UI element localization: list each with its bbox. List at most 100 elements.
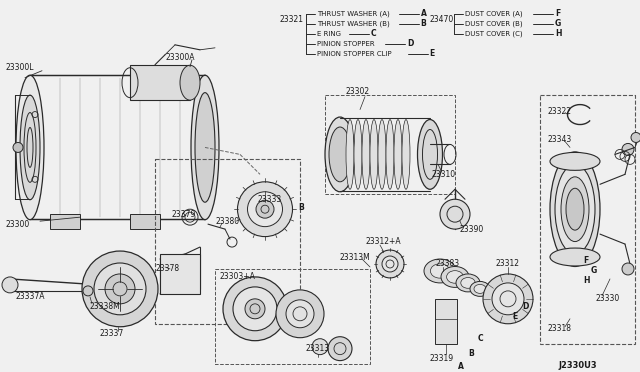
Text: THRUST WASHER (B): THRUST WASHER (B) — [317, 21, 390, 27]
Ellipse shape — [378, 119, 386, 189]
Ellipse shape — [430, 264, 450, 278]
Ellipse shape — [237, 182, 292, 237]
Text: 23318: 23318 — [548, 324, 572, 333]
Circle shape — [2, 277, 18, 293]
Text: 23338M: 23338M — [90, 302, 121, 311]
Ellipse shape — [461, 278, 476, 288]
Circle shape — [312, 339, 328, 355]
Bar — [325, 94, 455, 194]
Ellipse shape — [195, 93, 215, 202]
Text: D: D — [522, 302, 529, 311]
Text: C: C — [478, 334, 484, 343]
Text: 23312: 23312 — [495, 260, 519, 269]
Circle shape — [276, 290, 324, 338]
Text: F: F — [583, 257, 588, 266]
Text: 23378: 23378 — [155, 264, 179, 273]
Ellipse shape — [394, 119, 402, 189]
Ellipse shape — [386, 119, 394, 189]
Ellipse shape — [417, 119, 442, 189]
Ellipse shape — [470, 282, 490, 296]
Text: H: H — [555, 29, 561, 38]
Text: 23313M: 23313M — [340, 253, 371, 262]
Text: F: F — [555, 9, 560, 19]
Ellipse shape — [550, 248, 600, 266]
Ellipse shape — [325, 117, 355, 192]
Bar — [130, 214, 160, 229]
Ellipse shape — [447, 271, 463, 283]
Text: 23300L: 23300L — [5, 63, 33, 72]
Ellipse shape — [362, 119, 370, 189]
Circle shape — [245, 299, 265, 319]
Text: A: A — [420, 9, 426, 19]
Text: G: G — [591, 266, 597, 275]
Text: B: B — [420, 19, 426, 28]
Text: 23312+A: 23312+A — [365, 237, 401, 246]
Bar — [435, 299, 457, 344]
Ellipse shape — [474, 285, 486, 294]
Text: THRUST WASHER (A): THRUST WASHER (A) — [317, 11, 390, 17]
Circle shape — [83, 286, 93, 296]
Text: C: C — [371, 29, 376, 38]
Bar — [50, 214, 80, 229]
Text: E: E — [512, 312, 517, 321]
Circle shape — [286, 300, 314, 328]
Text: G: G — [555, 19, 561, 28]
Text: E RING: E RING — [317, 31, 341, 37]
Bar — [155, 159, 300, 324]
Ellipse shape — [329, 127, 351, 182]
Text: B: B — [298, 203, 304, 212]
Text: B: B — [468, 349, 474, 358]
Text: DUST COVER (B): DUST COVER (B) — [465, 21, 523, 27]
Text: 23330: 23330 — [595, 294, 620, 303]
Text: 23390: 23390 — [460, 225, 484, 234]
Circle shape — [13, 142, 23, 153]
Bar — [30, 75, 205, 219]
Text: 23333: 23333 — [258, 195, 282, 204]
Circle shape — [622, 144, 634, 155]
Text: 23300: 23300 — [5, 219, 29, 229]
Text: PINION STOPPER: PINION STOPPER — [317, 41, 374, 47]
Text: E: E — [429, 49, 435, 58]
Circle shape — [622, 263, 634, 275]
Circle shape — [328, 337, 352, 360]
Text: 23379: 23379 — [172, 210, 196, 219]
Text: 23322: 23322 — [548, 107, 572, 116]
Text: H: H — [583, 276, 589, 285]
Circle shape — [233, 287, 277, 331]
Ellipse shape — [424, 259, 456, 283]
Text: 23319: 23319 — [430, 354, 454, 363]
Ellipse shape — [256, 200, 274, 218]
Text: 23343: 23343 — [548, 135, 572, 144]
Text: 23310: 23310 — [432, 170, 456, 179]
Text: 23337A: 23337A — [15, 292, 45, 301]
Bar — [540, 94, 635, 344]
Circle shape — [631, 132, 640, 142]
Circle shape — [82, 251, 158, 327]
Text: D: D — [407, 39, 413, 48]
Ellipse shape — [561, 177, 589, 241]
Text: 23313: 23313 — [305, 344, 329, 353]
Text: 23383: 23383 — [435, 260, 459, 269]
Circle shape — [483, 274, 533, 324]
Ellipse shape — [180, 65, 200, 100]
Ellipse shape — [346, 119, 354, 189]
Ellipse shape — [370, 119, 378, 189]
Text: 23300A: 23300A — [165, 53, 195, 62]
Bar — [160, 254, 200, 294]
Ellipse shape — [16, 75, 44, 219]
Text: 23380: 23380 — [215, 217, 239, 226]
Ellipse shape — [566, 188, 584, 230]
Text: 23321: 23321 — [280, 15, 304, 25]
Text: DUST COVER (C): DUST COVER (C) — [465, 31, 523, 37]
Ellipse shape — [456, 274, 480, 292]
Ellipse shape — [248, 192, 282, 227]
Ellipse shape — [550, 152, 600, 266]
Text: 23303+A: 23303+A — [220, 272, 256, 282]
Ellipse shape — [402, 119, 410, 189]
Ellipse shape — [550, 153, 600, 170]
Circle shape — [492, 283, 524, 315]
Text: J2330U3: J2330U3 — [558, 361, 596, 370]
Text: 23470: 23470 — [430, 15, 454, 25]
Circle shape — [105, 274, 135, 304]
Ellipse shape — [20, 95, 40, 200]
